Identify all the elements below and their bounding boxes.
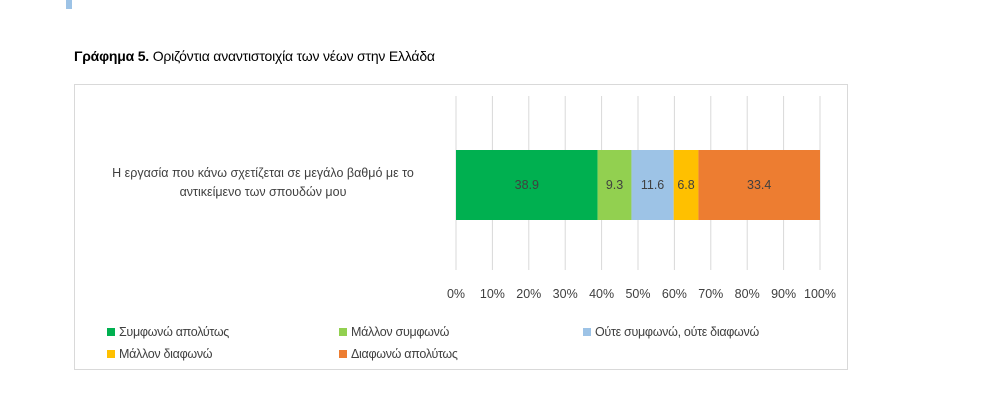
section-marker: [66, 0, 72, 9]
x-tick-label: 30%: [553, 287, 578, 301]
legend-swatch: [339, 350, 347, 358]
legend-label: Ούτε συμφωνώ, ούτε διαφωνώ: [595, 325, 759, 339]
legend-label: Συμφωνώ απολύτως: [119, 325, 230, 339]
chart-area: [74, 84, 848, 370]
x-tick-label: 40%: [589, 287, 614, 301]
legend-item: Μάλλον συμφωνώ: [339, 325, 449, 339]
x-tick-label: 10%: [480, 287, 505, 301]
legend-swatch: [583, 328, 591, 336]
chart-title-text: Οριζόντια αναντιστοιχία των νέων στην Ελ…: [149, 48, 435, 64]
category-label: Η εργασία που κάνω σχετίζεται σε μεγάλο …: [112, 166, 414, 180]
bar-segment: [631, 150, 674, 220]
bar-segment: [673, 150, 699, 220]
legend-swatch: [107, 328, 115, 336]
x-tick-label: 0%: [447, 287, 465, 301]
data-label: 33.4: [747, 178, 771, 192]
legend-label: Μάλλον διαφωνώ: [119, 347, 213, 361]
x-tick-label: 70%: [698, 287, 723, 301]
legend-label: Διαφωνώ απολύτως: [351, 347, 458, 361]
legend-item: Ούτε συμφωνώ, ούτε διαφωνώ: [583, 325, 759, 339]
legend-item: Μάλλον διαφωνώ: [107, 347, 213, 361]
bar-segment: [698, 150, 820, 220]
legend-label: Μάλλον συμφωνώ: [351, 325, 450, 339]
legend-swatch: [107, 350, 115, 358]
legend-swatch: [339, 328, 347, 336]
chart-title: Γράφημα 5. Οριζόντια αναντιστοιχία των ν…: [74, 48, 435, 64]
data-label: 6.8: [677, 178, 694, 192]
data-label: 9.3: [606, 178, 623, 192]
chart-title-label: Γράφημα 5.: [74, 48, 149, 64]
data-label: 38.9: [515, 178, 539, 192]
bar-segment: [597, 150, 632, 220]
x-tick-label: 90%: [771, 287, 796, 301]
x-tick-label: 50%: [625, 287, 650, 301]
data-label: 11.6: [641, 178, 664, 192]
x-tick-label: 100%: [804, 287, 836, 301]
category-label: αντικείμενο των σπουδών μου: [180, 185, 347, 199]
legend-item: Συμφωνώ απολύτως: [107, 325, 229, 339]
bar-segment: [456, 150, 598, 220]
legend-item: Διαφωνώ απολύτως: [339, 347, 458, 361]
x-tick-label: 20%: [516, 287, 541, 301]
x-tick-label: 60%: [662, 287, 687, 301]
x-tick-label: 80%: [735, 287, 760, 301]
